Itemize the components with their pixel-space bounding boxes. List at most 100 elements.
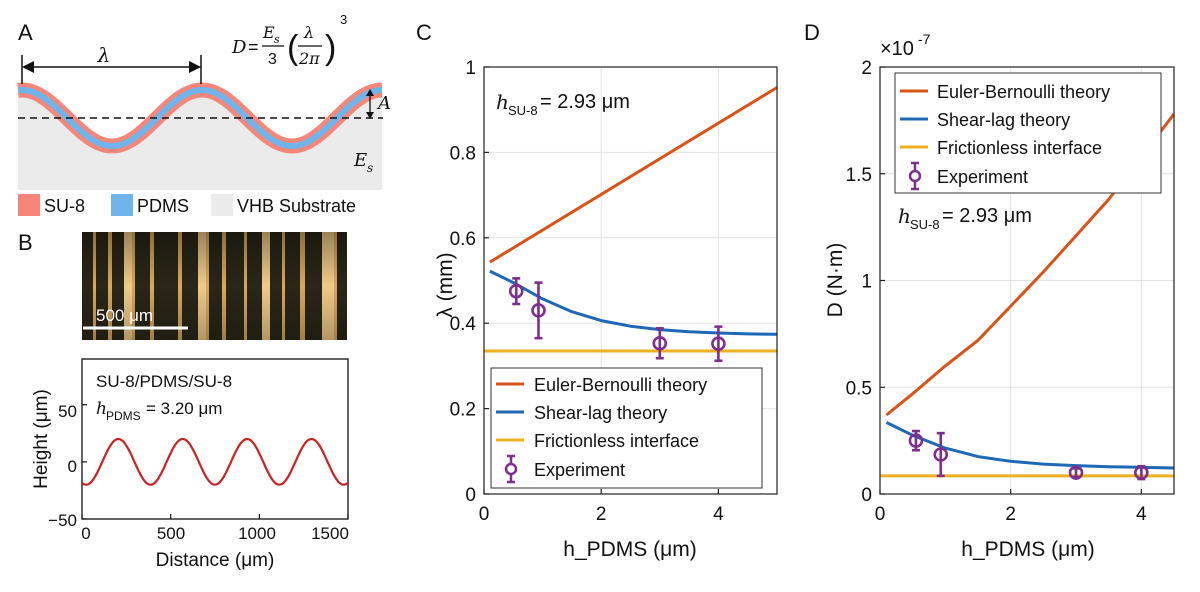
legend-swatch-su8 — [18, 194, 40, 216]
equation-inner-numerator: λ — [303, 23, 314, 42]
d-xtick-label: 4 — [1136, 504, 1147, 525]
c-ylabel: λ (mm) — [434, 252, 457, 317]
c-ytick-label: 0.6 — [450, 229, 476, 250]
d-xtick-label: 0 — [875, 504, 886, 525]
c-experiment-marker — [652, 335, 668, 351]
c-xlabel: h_PDMS (μm) — [563, 538, 696, 561]
c-legend-marker-experiment — [504, 454, 518, 484]
d-experiment-point — [1134, 464, 1149, 481]
panel-c-chart: 0 2 4 0 0.2 0.4 0.6 0.8 1 h SU-8 = 2.93 μm Euler… — [434, 58, 778, 561]
d-legend-label-shearlag: Shear-lag theory — [937, 110, 1070, 130]
c-legend-box — [490, 367, 763, 489]
c-annotation-subscript: SU-8 — [508, 103, 538, 118]
equation-equals: = — [248, 37, 259, 57]
d-legend-label-frictionless: Frictionless interface — [937, 138, 1102, 158]
profile-xtick-0: 0 — [81, 524, 90, 543]
profile-height-line — [82, 437, 348, 486]
d-ylabel: D (N·m) — [824, 243, 847, 318]
panel-label-a: A — [18, 20, 33, 45]
profile-ylabel: Height (μm) — [31, 389, 52, 489]
d-multiplier: ×10 — [880, 38, 914, 60]
panel-d-chart: 0 2 4 0 0.5 1 1.5 2 ×10 -7 Euler-Bernoulli theo… — [824, 31, 1175, 561]
profile-axes-box — [81, 358, 349, 520]
d-annotation-value: = 2.93 μm — [942, 205, 1032, 227]
profile-legend-h: h — [96, 399, 107, 419]
panel-b-profile-plot: SU-8/PDMS/SU-8 h PDMS = 3.20 μm 0 500 10… — [31, 358, 349, 571]
c-ticks: 0 2 4 0 0.2 0.4 0.6 0.8 1 — [450, 58, 725, 525]
d-experiment-marker — [908, 433, 924, 448]
c-experiment-marker — [531, 303, 546, 318]
c-legend-label-frictionless: Frictionless interface — [534, 431, 699, 451]
equation-numerator: E — [262, 23, 275, 42]
d-legend: Euler-Bernoulli theory Shear-lag theory … — [894, 72, 1162, 194]
c-legend: Euler-Bernoulli theory Shear-lag theory … — [490, 367, 763, 489]
equation-exponent: 3 — [340, 12, 347, 27]
equation-open-paren: ( — [287, 29, 299, 67]
c-series-line-1 — [489, 269, 777, 336]
profile-ytick-50: 50 — [58, 402, 77, 421]
c-experiment-point — [531, 281, 546, 340]
panel-label-b: B — [18, 230, 33, 255]
c-experiment-marker — [508, 283, 524, 299]
d-multiplier-exponent: -7 — [918, 31, 931, 47]
c-xtick-label: 2 — [596, 504, 607, 525]
pdms-layer — [17, 86, 383, 150]
legend-label-vhb: VHB Substrate — [237, 196, 356, 216]
c-legend-label-shearlag: Shear-lag theory — [534, 403, 667, 423]
c-ytick-label: 0.8 — [450, 143, 476, 164]
c-experiment-point — [652, 327, 668, 360]
profile-ytick-minus50: −50 — [48, 511, 77, 530]
profile-xtick-500: 500 — [157, 524, 185, 543]
substrate-modulus-subscript: s — [367, 161, 373, 175]
amplitude-arrowhead-bottom — [366, 112, 374, 119]
d-legend-marker-experiment — [908, 161, 922, 191]
c-xtick-label: 4 — [713, 504, 724, 525]
legend-label-su8: SU-8 — [44, 196, 85, 216]
d-annotation-subscript: SU-8 — [910, 217, 940, 232]
profile-xtick-1500: 1500 — [311, 524, 349, 543]
d-experiment-marker — [1134, 465, 1149, 480]
amplitude-label: A — [376, 93, 391, 114]
d-legend-label-euler: Euler-Bernoulli theory — [937, 82, 1110, 102]
d-ytick-label: 1 — [861, 272, 872, 293]
d-ytick-label: 0 — [861, 485, 872, 506]
d-legend-box — [894, 72, 1162, 194]
vhb-substrate-area — [18, 90, 382, 190]
d-ytick-label: 0.5 — [846, 378, 872, 399]
panel-a-schematic: λ A E s D = E s 3 ( λ 2π ) 3 SU-8 PDMS — [17, 12, 391, 216]
c-ytick-label: 1 — [465, 58, 476, 79]
micrograph-shading — [82, 232, 347, 340]
panel-label-d: D — [804, 20, 820, 45]
c-ytick-label: 0 — [465, 485, 476, 506]
d-xtick-label: 2 — [1005, 504, 1016, 525]
d-legend-label-experiment: Experiment — [937, 167, 1028, 187]
c-ytick-label: 0.2 — [450, 400, 476, 421]
c-experiment-point — [711, 325, 726, 363]
panel-label-c: C — [416, 20, 432, 45]
c-annotation-value: = 2.93 μm — [540, 91, 630, 113]
c-experiment-points — [508, 277, 726, 363]
d-experiment-point — [1068, 465, 1084, 480]
profile-ytick-0: 0 — [68, 457, 77, 476]
d-ticks: 0 2 4 0 0.5 1 1.5 2 — [846, 58, 1147, 525]
c-ytick-label: 0.4 — [450, 314, 477, 335]
material-legend: SU-8 PDMS VHB Substrate — [18, 194, 356, 216]
c-experiment-point — [508, 277, 524, 306]
d-experiment-marker — [933, 447, 949, 462]
d-experiment-marker — [1068, 465, 1084, 480]
d-annotation-h: h — [898, 204, 911, 228]
substrate-modulus-label: E — [353, 150, 367, 171]
profile-legend-value: = 3.20 μm — [146, 399, 222, 418]
profile-legend-line1: SU-8/PDMS/SU-8 — [96, 372, 232, 391]
c-experiment-marker — [711, 336, 726, 351]
profile-xlabel: Distance (μm) — [156, 550, 275, 571]
c-series-line-0 — [489, 86, 777, 264]
c-annotation-h: h — [496, 90, 509, 114]
lambda-arrowhead-left — [22, 61, 34, 73]
equation-numerator-subscript: s — [274, 33, 280, 46]
equation-close-paren: ) — [325, 29, 336, 67]
profile-ticks — [81, 404, 349, 520]
c-series — [484, 86, 777, 353]
c-axes-box — [483, 66, 778, 495]
